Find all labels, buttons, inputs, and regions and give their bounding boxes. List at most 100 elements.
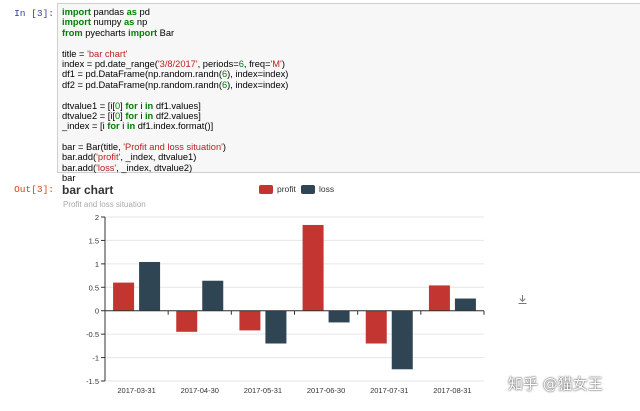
code-token: import [128,27,158,38]
code-token: in [126,121,136,132]
code-token: , _index, dtvalue1) [120,152,197,163]
code-token: bar.add( [62,162,97,173]
code-token: , periods= [197,58,239,69]
chart-subtitle: Profit and loss situation [63,200,146,209]
code-line: bar = Bar(title, 'Profit and loss situat… [62,142,288,152]
input-prompt: In [3]: [14,8,54,19]
code-token: 6 [221,79,228,90]
chart-title: bar chart [62,183,114,197]
code-line: dtvalue1 = [i[0] for i in df1.values] [62,101,288,111]
code-token: _index = [i [62,121,108,132]
x-tick-label: 2017-03-31 [117,386,155,395]
code-token: 'Profit and loss situation' [123,142,223,153]
code-token: for [125,100,138,111]
code-line: bar.add('profit', _index, dtvalue1) [62,152,288,162]
code-token: 'bar chart' [87,48,128,59]
code-token: 'loss' [96,162,117,173]
code-token: pandas [90,7,127,17]
code-token: , freq= [243,58,271,69]
code-token: bar [62,173,76,184]
legend-label-profit: profit [277,184,296,194]
x-tick-label: 2017-06-30 [307,386,345,395]
code-token: pd [136,7,150,17]
code-line: _index = [i for i in df1.index.format()] [62,121,288,131]
code-token: 0 [114,110,121,121]
code-token: , _index, dtvalue2) [116,162,193,173]
code-token: import [62,7,91,17]
x-tick-label: 2017-04-30 [181,386,219,395]
y-tick-label: 2 [95,213,99,222]
code-token: Bar [157,27,175,38]
legend-label-loss: loss [319,184,335,194]
output-prompt: Out[3]: [14,184,54,195]
bar-loss-4 [391,310,413,370]
code-token: np [134,17,148,28]
legend-item-loss[interactable]: loss [301,183,334,195]
code-token: ] [120,100,126,111]
code-line: from pyecharts import Bar [62,28,288,38]
bar-profit-3 [302,224,324,311]
y-tick-label: -1 [92,354,99,363]
code-token: bar.add( [62,152,97,163]
y-tick-label: 0 [95,307,99,316]
code-token: 'M' [270,58,282,69]
y-tick-label: 0.5 [89,283,99,292]
code-cell[interactable]: import pandas as pd import numpy as np fro… [57,3,640,183]
bar-profit-1 [176,310,198,332]
code-token: df1.values] [153,100,201,111]
code-line: bar [62,173,288,183]
code-token: df2.values] [153,110,201,121]
bar-profit-2 [239,310,261,331]
code-token: title = [62,48,88,59]
code-token: i [137,110,145,121]
y-tick-label: -1.5 [86,377,99,386]
y-tick-label: 1 [95,260,99,269]
code-line: df2 = pd.DataFrame(np.random.randn(6), i… [62,80,288,90]
legend-swatch-loss [301,184,315,194]
code-token: 0 [114,100,121,111]
code-line: import pandas as pd [62,7,288,17]
legend-item-profit[interactable]: profit [259,183,296,195]
bar-loss-3 [328,310,350,323]
code-token: for [125,110,138,121]
watermark: 知乎 @猫女王 [508,375,603,393]
code-token: ] [120,110,126,121]
code-line: dtvalue2 = [i[0] for i in df2.values] [62,111,288,121]
bar-loss-1 [202,280,224,311]
x-tick-label: 2017-08-31 [433,386,471,395]
bar-loss-5 [454,298,476,311]
code-token: as [126,7,137,17]
code-token: '3/8/2017' [157,58,198,69]
code-token: 6 [221,69,228,80]
code-token: ), index=index) [227,79,289,90]
bar-loss-0 [139,261,161,311]
bar-profit-5 [428,285,450,311]
code-token: dtvalue1 = [i[ [62,100,115,111]
code-token: as [124,17,135,28]
y-tick-label: -0.5 [86,330,99,339]
download-icon[interactable] [517,294,528,305]
code-token: from [62,27,83,38]
code-line: import numpy as np [62,17,288,27]
code-token: import [62,17,91,28]
bar-loss-2 [265,310,287,344]
code-token: 'profit' [96,152,121,163]
code-token: ), index=index) [227,69,289,80]
legend-swatch-profit [259,184,273,194]
code-token: pyecharts [82,27,129,38]
code-line: title = 'bar chart' [62,49,288,59]
bar-profit-4 [365,310,387,344]
code-token: bar = Bar(title, [62,142,124,153]
code-editor[interactable]: import pandas as pd import numpy as np fro… [62,7,288,184]
code-token: in [144,110,154,121]
code-token: ) [222,142,227,153]
code-token: df1 = pd.DataFrame(np.random.randn( [62,69,222,80]
code-token: numpy [90,17,124,28]
code-token: ) [281,58,285,69]
code-token: dtvalue2 = [i[ [62,110,115,121]
code-token: df2 = pd.DataFrame(np.random.randn( [62,79,222,90]
y-tick-label: 1.5 [89,236,99,245]
code-token: 6 [238,58,244,69]
code-token: df1.index.format()] [135,121,214,132]
